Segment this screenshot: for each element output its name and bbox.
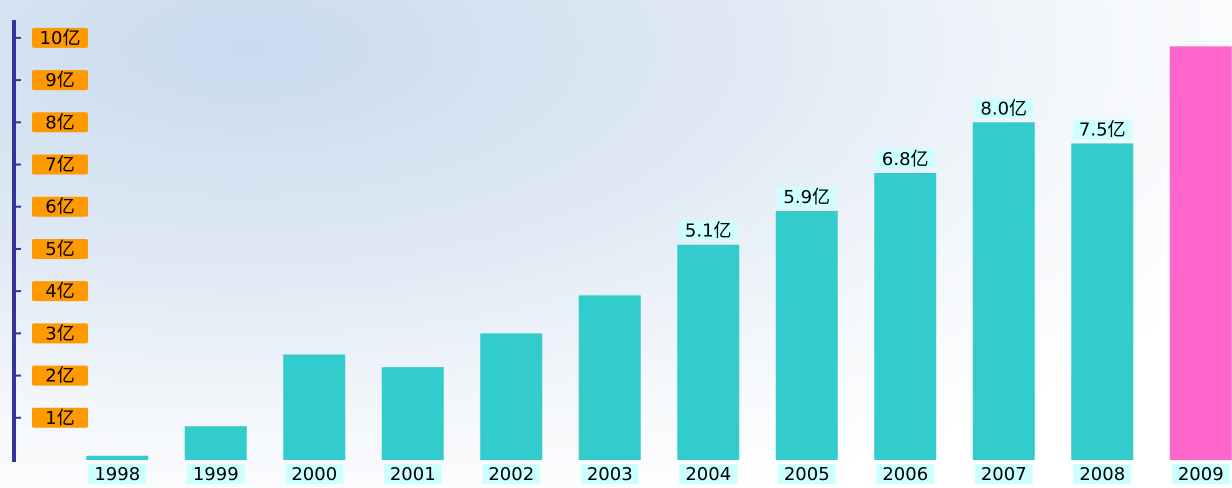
x-tick-label-bg [580, 464, 639, 484]
y-tick-label-bg [32, 238, 88, 259]
y-tick-label-bg [32, 27, 88, 48]
x-tick-label-bg [285, 464, 344, 484]
y-tick-label: 6亿 [45, 197, 74, 218]
x-tick-label: 2001 [390, 464, 436, 485]
y-tick-label-bg [32, 196, 88, 217]
bar [1169, 46, 1232, 460]
x-tick-label: 2002 [488, 464, 534, 485]
value-label-bg [875, 148, 935, 169]
value-label: 7.5亿 [1079, 119, 1126, 140]
bar [283, 354, 346, 460]
x-tick-label: 2003 [587, 464, 633, 485]
y-tick-label: 10亿 [40, 28, 81, 49]
x-tick-label-bg [679, 464, 738, 484]
y-tick-label-bg [32, 70, 88, 91]
y-tick-label-bg [32, 407, 88, 428]
bar [480, 333, 543, 460]
value-label: 5.9亿 [783, 187, 830, 208]
value-label: 5.1亿 [685, 221, 732, 242]
x-tick-label: 2007 [981, 464, 1027, 485]
bar [677, 244, 740, 460]
y-tick-label: 5亿 [45, 239, 74, 260]
value-label: 6.8亿 [882, 149, 929, 170]
value-label-bg [777, 186, 837, 207]
bar [1071, 143, 1134, 461]
y-tick-label: 2亿 [45, 366, 74, 387]
y-tick-label-bg [32, 323, 88, 344]
value-label: 8.0亿 [980, 98, 1027, 119]
x-tick-label-bg [1171, 464, 1230, 484]
y-tick-label-bg [32, 154, 88, 175]
x-tick-label: 2009 [1178, 464, 1224, 485]
y-tick-label-bg [32, 281, 88, 302]
bar [381, 367, 444, 460]
value-label-bg [974, 98, 1034, 119]
y-tick-label: 9亿 [45, 70, 74, 91]
y-tick-label: 4亿 [45, 281, 74, 302]
y-tick-label-bg [32, 365, 88, 386]
x-tick-label-bg [777, 464, 836, 484]
y-tick-label: 3亿 [45, 323, 74, 344]
y-tick-label: 1亿 [45, 408, 74, 429]
bar [972, 122, 1035, 461]
value-label-bg [678, 220, 738, 241]
x-tick-label: 2008 [1079, 464, 1125, 485]
bar [86, 455, 149, 460]
bar [775, 210, 838, 460]
bar [184, 426, 247, 460]
bar [578, 295, 641, 460]
x-tick-label-bg [186, 464, 245, 484]
x-tick-label-bg [876, 464, 935, 484]
y-tick-label: 8亿 [45, 112, 74, 133]
x-tick-label: 2004 [685, 464, 731, 485]
x-tick-label: 2006 [882, 464, 928, 485]
x-tick-label-bg [1073, 464, 1132, 484]
bar [874, 172, 937, 460]
x-tick-label: 2005 [784, 464, 830, 485]
x-tick-label: 2000 [291, 464, 337, 485]
x-tick-label-bg [88, 464, 147, 484]
y-tick-label-bg [32, 112, 88, 133]
x-tick-label: 1998 [94, 464, 140, 485]
y-tick-label: 7亿 [45, 155, 74, 176]
x-tick-label: 1999 [193, 464, 239, 485]
x-tick-label-bg [383, 464, 442, 484]
x-tick-label-bg [974, 464, 1033, 484]
x-tick-label-bg [482, 464, 541, 484]
value-label-bg [1072, 119, 1132, 140]
